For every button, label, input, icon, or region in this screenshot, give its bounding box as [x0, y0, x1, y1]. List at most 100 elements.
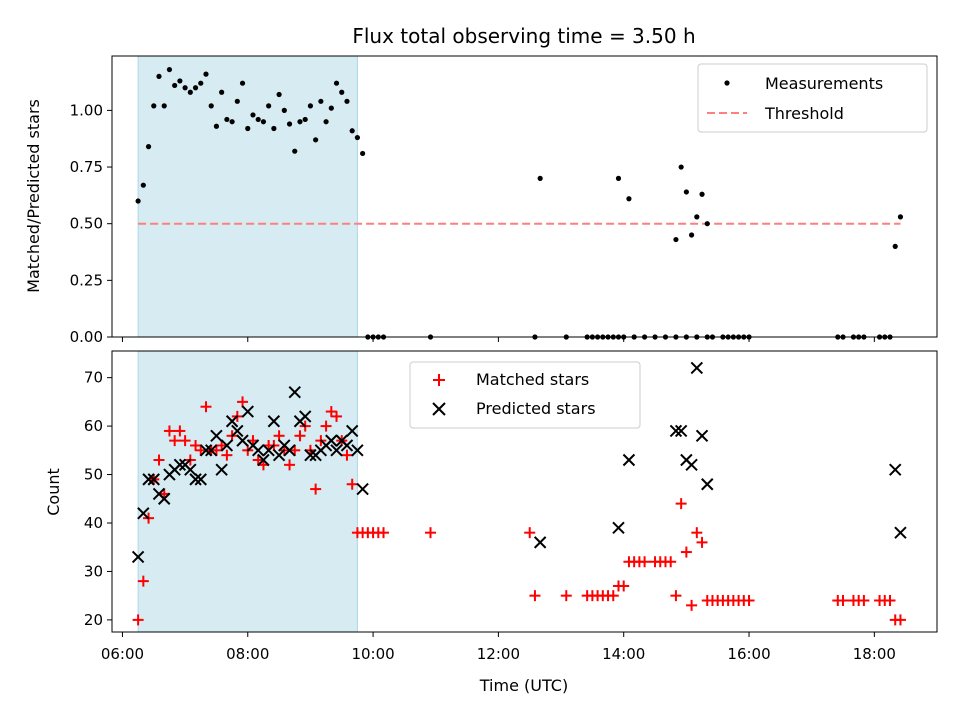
predicted-marker-b — [674, 424, 688, 438]
matched-star-point — [618, 580, 630, 592]
predicted-marker-b — [231, 424, 244, 438]
matched-star-point — [331, 410, 343, 422]
top-panel: 0.00 0.25 0.50 0.75 1.00 Matched/Predicted s… — [24, 55, 938, 346]
predicted-marker-b — [189, 473, 202, 486]
matched-star-point — [132, 614, 144, 626]
measurement-point — [271, 125, 277, 132]
shaded-observing-window — [137, 350, 358, 633]
predicted-marker-b — [690, 361, 704, 375]
measurement-point — [344, 98, 350, 104]
predicted-marker-b — [894, 526, 907, 539]
matched-star-point — [216, 439, 228, 451]
measurement-point — [234, 98, 240, 104]
x-tick-label: 10:00 — [351, 645, 394, 663]
y-tick-label: 60 — [84, 417, 103, 435]
measurement-point — [166, 66, 173, 73]
predicted-marker-b — [351, 444, 364, 457]
predicted-star-point — [220, 439, 234, 452]
predicted-marker-b — [340, 439, 354, 452]
matched-star-point — [190, 439, 202, 451]
measurement-point — [615, 175, 622, 181]
matched-star-point — [174, 425, 186, 437]
predicted-marker-b — [173, 458, 187, 472]
measurement-point — [349, 128, 355, 134]
predicted-marker-b — [194, 473, 207, 486]
measurement-point — [224, 116, 230, 123]
matched-star-point — [237, 396, 249, 408]
predicted-star-point — [622, 453, 636, 467]
predicted-star-point — [695, 429, 709, 442]
predicted-star-point — [257, 453, 270, 467]
predicted-marker-b — [288, 385, 301, 399]
predicted-star-point — [356, 482, 369, 496]
measurement-point — [307, 103, 314, 109]
predicted-star-point — [158, 492, 171, 505]
top-plot-frame — [111, 55, 938, 338]
measurement-point — [678, 164, 684, 170]
predicted-marker-b — [220, 439, 234, 452]
measurement-point — [313, 137, 319, 143]
measurement-point — [250, 112, 256, 118]
predicted-marker-b — [283, 444, 296, 457]
top-y-axis-label: Matched/Predicted stars — [24, 99, 43, 293]
y-tick-label: 70 — [84, 369, 103, 387]
legend-measurements-label: Measurements — [765, 74, 883, 93]
predicted-marker-b — [889, 463, 902, 476]
matched-star-point — [686, 599, 698, 611]
matched-star-point — [221, 449, 233, 461]
bottom-plot-frame — [111, 350, 938, 633]
measurement-point — [140, 182, 146, 188]
predicted-star-point — [215, 463, 228, 476]
predicted-marker-b — [325, 434, 338, 447]
measurement-point — [704, 221, 710, 227]
predicted-marker-b — [257, 453, 270, 467]
matched-star-point — [680, 546, 692, 558]
measurement-point — [292, 148, 298, 154]
bottom-count-points — [131, 361, 907, 626]
predicted-marker-b — [356, 482, 369, 496]
predicted-marker-b — [622, 453, 636, 467]
measurement-point — [187, 89, 193, 95]
measurement-point — [177, 78, 183, 84]
measurement-point — [537, 175, 543, 181]
matched-star-point — [639, 556, 651, 568]
bottom-legend: Matched stars Predicted stars — [409, 361, 641, 429]
predicted-star-point — [701, 478, 714, 491]
matched-star-point — [169, 435, 181, 447]
y-tick-label: 0.00 — [70, 328, 103, 346]
measurement-point — [897, 214, 904, 220]
bottom-shaded-interval — [137, 350, 358, 633]
measurement-point — [276, 91, 282, 98]
top-legend: Measurements Threshold — [697, 63, 928, 133]
x-tick-label: 06:00 — [101, 645, 144, 663]
x-axis-label: Time (UTC) — [479, 676, 568, 695]
matched-star-point — [310, 483, 322, 495]
predicted-star-point — [894, 526, 907, 539]
predicted-marker-b — [137, 507, 150, 520]
legend-measurements-marker — [724, 80, 730, 86]
predicted-star-point — [669, 424, 683, 438]
x-tick-label: 08:00 — [226, 645, 269, 663]
measurement-point — [626, 196, 632, 202]
matched-star-point — [425, 527, 437, 539]
predicted-star-point — [241, 405, 254, 418]
predicted-star-point — [533, 536, 547, 549]
predicted-star-point — [298, 410, 312, 423]
matched-star-point — [294, 430, 306, 442]
measurement-point — [323, 119, 329, 125]
predicted-marker-b — [241, 405, 254, 418]
measurement-point — [255, 116, 261, 123]
measurement-point — [302, 116, 308, 123]
matched-star-point — [320, 420, 332, 432]
matched-star-point — [325, 406, 337, 418]
x-tick-label: 18:00 — [853, 645, 896, 663]
measurement-point — [156, 73, 162, 79]
predicted-star-point — [345, 424, 359, 438]
measurement-point — [892, 243, 898, 249]
bottom-legend-box — [409, 361, 641, 429]
predicted-marker-b — [612, 521, 625, 535]
matched-star-point — [179, 435, 191, 447]
measurement-point — [203, 71, 209, 77]
predicted-star-point — [142, 473, 155, 486]
